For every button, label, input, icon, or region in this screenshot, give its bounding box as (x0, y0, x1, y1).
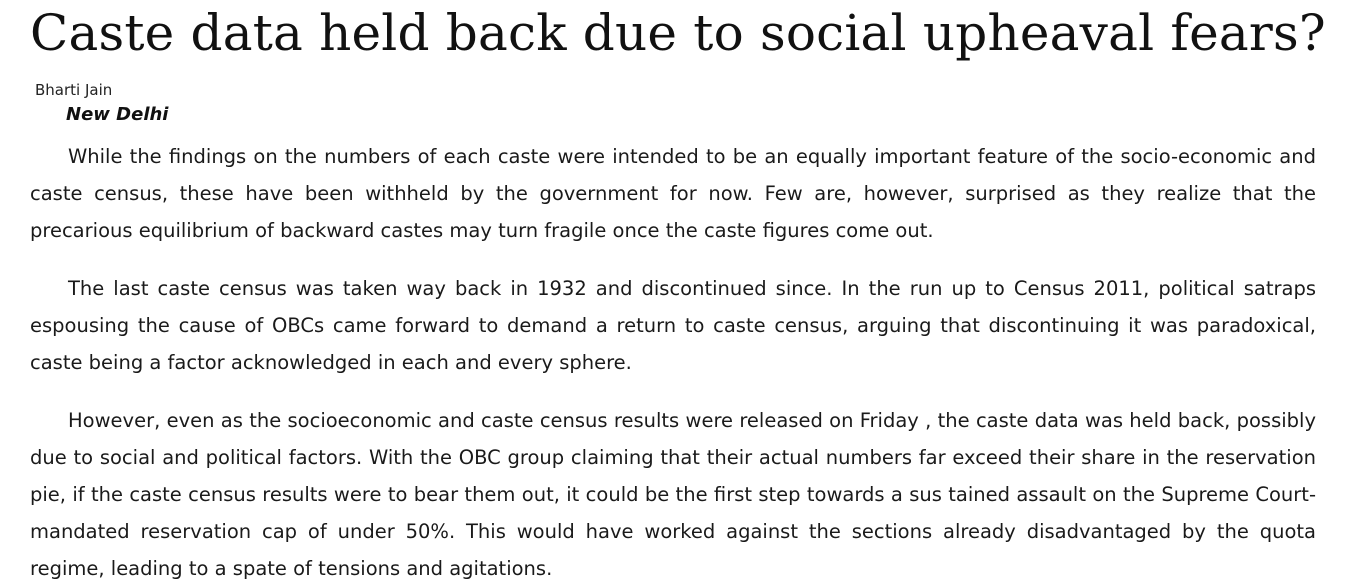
article-paragraph-3: However, even as the socioeconomic and c… (30, 409, 1316, 580)
byline: Bharti Jain (35, 81, 113, 99)
article: Caste data held back due to social uphea… (30, 0, 1326, 587)
headline: Caste data held back due to social uphea… (30, 4, 1326, 62)
article-paragraph-2: The last caste census was taken way back… (30, 277, 1316, 374)
dateline: New Delhi (66, 104, 169, 125)
article-paragraph-1: While the findings on the numbers of eac… (30, 145, 1316, 242)
